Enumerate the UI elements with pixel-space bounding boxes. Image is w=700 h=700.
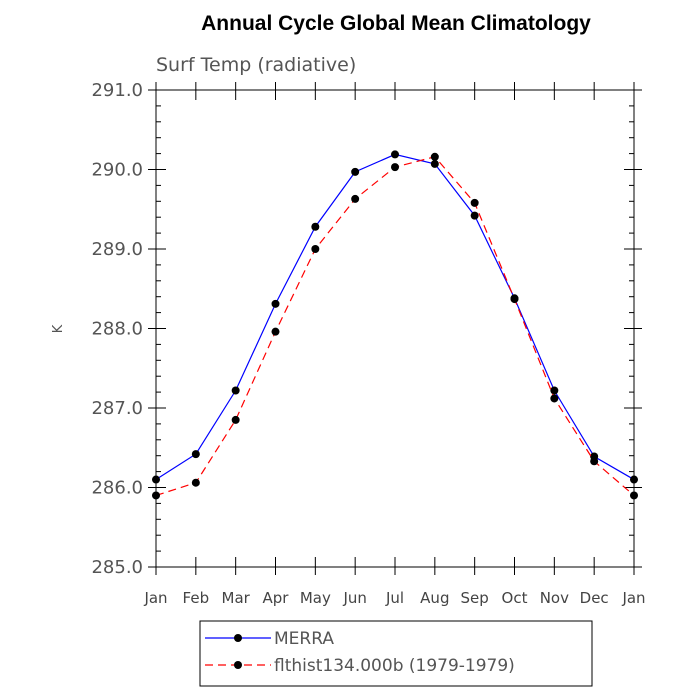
x-tick-label: Sep <box>461 589 489 607</box>
plot-area <box>155 89 635 568</box>
data-point <box>430 159 439 168</box>
data-point <box>550 394 559 403</box>
data-point <box>271 299 280 308</box>
legend-marker <box>234 661 242 669</box>
data-point <box>231 415 240 424</box>
x-tick-label: Mar <box>222 589 251 607</box>
data-point <box>231 386 240 395</box>
data-point <box>351 194 360 203</box>
data-point <box>311 245 320 253</box>
data-point <box>630 475 638 484</box>
chart-subtitle: Surf Temp (radiative) <box>156 54 356 76</box>
x-tick-label: Oct <box>502 589 528 607</box>
data-point <box>391 163 399 172</box>
data-point <box>630 491 638 500</box>
data-point <box>470 198 479 207</box>
data-point <box>391 150 399 159</box>
data-point <box>191 478 200 487</box>
data-point <box>590 457 599 466</box>
y-tick-label: 289.0 <box>91 239 143 260</box>
x-tick-label: Jul <box>385 589 404 607</box>
y-tick-label: 288.0 <box>91 319 143 340</box>
series-line <box>155 153 635 481</box>
x-tick-label: Aug <box>420 589 449 607</box>
data-point <box>311 222 320 231</box>
legend-box <box>199 620 593 687</box>
data-point <box>430 152 439 161</box>
y-tick-labels: 285.0 286.0 287.0 288.0 289.0 290.0 291.0 <box>91 80 143 578</box>
data-point <box>550 386 559 395</box>
x-tick-label: May <box>300 589 331 607</box>
data-point <box>271 327 280 336</box>
series-group <box>152 150 638 500</box>
legend-label: flthist134.000b (1979-1979) <box>274 656 515 676</box>
y-tick-label: 291.0 <box>91 80 143 101</box>
x-tick-label: Jun <box>342 589 366 607</box>
data-point <box>152 491 160 500</box>
data-point <box>351 167 360 176</box>
x-tick-label: Apr <box>263 589 290 607</box>
x-tick-label: Dec <box>580 589 609 607</box>
data-point <box>470 211 479 220</box>
axis-ticks <box>148 82 642 575</box>
x-tick-label: Nov <box>540 589 569 607</box>
series-line <box>155 156 635 497</box>
data-point <box>191 450 200 459</box>
legend-marker <box>234 634 242 642</box>
y-tick-label: 286.0 <box>91 478 143 499</box>
y-axis-label: K <box>51 324 66 333</box>
x-tick-labels: Jan Feb Mar Apr May Jun Jul Aug Sep Oct Nov Dec Jan <box>143 589 645 607</box>
legend: MERRA flthist134.000b (1979-1979) <box>199 620 593 687</box>
data-point <box>152 475 160 484</box>
y-tick-label: 290.0 <box>91 160 143 181</box>
legend-label: MERRA <box>274 629 334 649</box>
y-tick-label: 287.0 <box>91 398 143 419</box>
x-tick-label: Feb <box>183 589 210 607</box>
x-tick-label: Jan <box>143 589 167 607</box>
x-tick-label: Jan <box>621 589 645 607</box>
data-point <box>510 295 519 304</box>
chart-title: Annual Cycle Global Mean Climatology <box>201 12 591 35</box>
y-tick-label: 285.0 <box>91 557 143 578</box>
